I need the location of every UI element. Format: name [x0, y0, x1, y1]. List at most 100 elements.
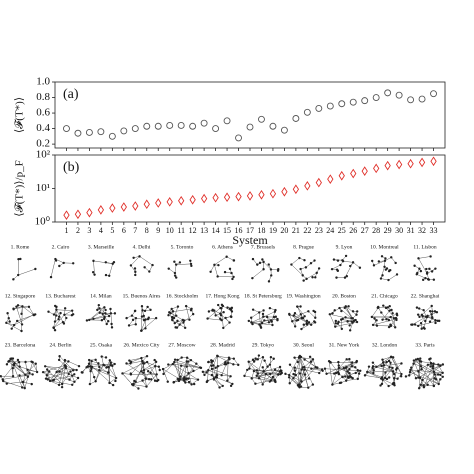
network-node [21, 305, 24, 308]
network-node [337, 372, 341, 376]
plot-frame [54, 154, 446, 223]
network-node [419, 321, 423, 325]
network-node [433, 373, 436, 376]
network-node [356, 377, 359, 381]
network-node [129, 372, 132, 375]
network-edge [288, 357, 300, 376]
network-node [109, 364, 112, 367]
point [372, 94, 380, 101]
network-node [142, 371, 145, 374]
network-node [336, 259, 340, 262]
network-node [157, 378, 160, 382]
network-node [296, 360, 299, 364]
network-edge [6, 322, 22, 332]
network-node [57, 358, 61, 362]
network-edge [186, 366, 192, 385]
network-node [210, 364, 213, 367]
x-tick-label: 17 [246, 226, 254, 235]
network-node [347, 305, 350, 308]
network-node [381, 361, 385, 364]
network-node [390, 256, 393, 259]
network-node [299, 305, 302, 308]
network-node [279, 372, 282, 376]
network-edge [43, 365, 66, 373]
network-node [178, 261, 182, 264]
network-node [108, 359, 112, 362]
point [155, 198, 162, 208]
network-node [425, 267, 428, 271]
network-node [417, 387, 421, 390]
network-node [52, 313, 56, 316]
network-node [107, 320, 110, 323]
network-node [213, 309, 216, 312]
network-node [387, 269, 391, 273]
network-node [71, 383, 74, 386]
x-tick-label: 6 [122, 226, 126, 235]
network-node [85, 319, 89, 322]
network-node [112, 260, 116, 264]
network-node [149, 371, 152, 375]
network-edge [191, 379, 199, 385]
network-node [408, 374, 411, 377]
network-node [189, 259, 192, 262]
network-node [127, 324, 131, 327]
network-node [428, 309, 432, 313]
network-node [344, 379, 348, 382]
network-node [17, 257, 20, 261]
network-node [394, 261, 397, 265]
network-node [11, 366, 15, 370]
network-node [408, 370, 412, 374]
network-edge [262, 369, 276, 385]
network-node [425, 271, 429, 274]
network-node [381, 378, 384, 381]
network-node [262, 370, 265, 373]
network-node [294, 373, 297, 377]
network-node [433, 377, 436, 380]
network-edge [297, 306, 305, 317]
network-node [389, 324, 393, 328]
network-edge [418, 365, 441, 378]
network-node [155, 373, 158, 376]
network-node [113, 312, 117, 315]
network-label: 13. Bucharest [45, 293, 76, 299]
network-node [288, 382, 291, 385]
network-node [419, 357, 422, 360]
point [108, 132, 116, 140]
network-edge [367, 366, 377, 373]
network-node [279, 369, 283, 372]
network-edge [292, 314, 301, 322]
network-node [356, 310, 359, 313]
network-node [133, 309, 137, 313]
network-node [371, 361, 375, 364]
x-tick-label: 21 [292, 226, 300, 235]
point [430, 90, 437, 98]
network-node [371, 366, 374, 370]
network-node [307, 386, 310, 389]
network-node [222, 326, 225, 330]
network-edge [106, 360, 111, 368]
network-edge [343, 260, 354, 263]
network-node [394, 316, 398, 320]
network-node [430, 270, 434, 273]
network-node [190, 264, 193, 268]
network-edge [304, 359, 314, 368]
network-node [413, 264, 416, 267]
network-label: 7. Brussels [251, 244, 275, 250]
panel-label: (a) [63, 87, 79, 102]
network-node [380, 311, 383, 314]
network-node [252, 369, 256, 373]
network-edge [13, 306, 29, 309]
network-node [30, 360, 33, 363]
network-edge [11, 358, 26, 375]
network-node [298, 256, 301, 260]
network-node [256, 263, 259, 266]
network-edge [382, 356, 392, 360]
network-node [175, 276, 178, 279]
network-node [157, 365, 161, 368]
network-node [338, 306, 341, 310]
network-node [413, 323, 417, 326]
x-tick-label: 18 [257, 226, 265, 235]
network-node [148, 270, 151, 273]
network-node [153, 358, 156, 362]
